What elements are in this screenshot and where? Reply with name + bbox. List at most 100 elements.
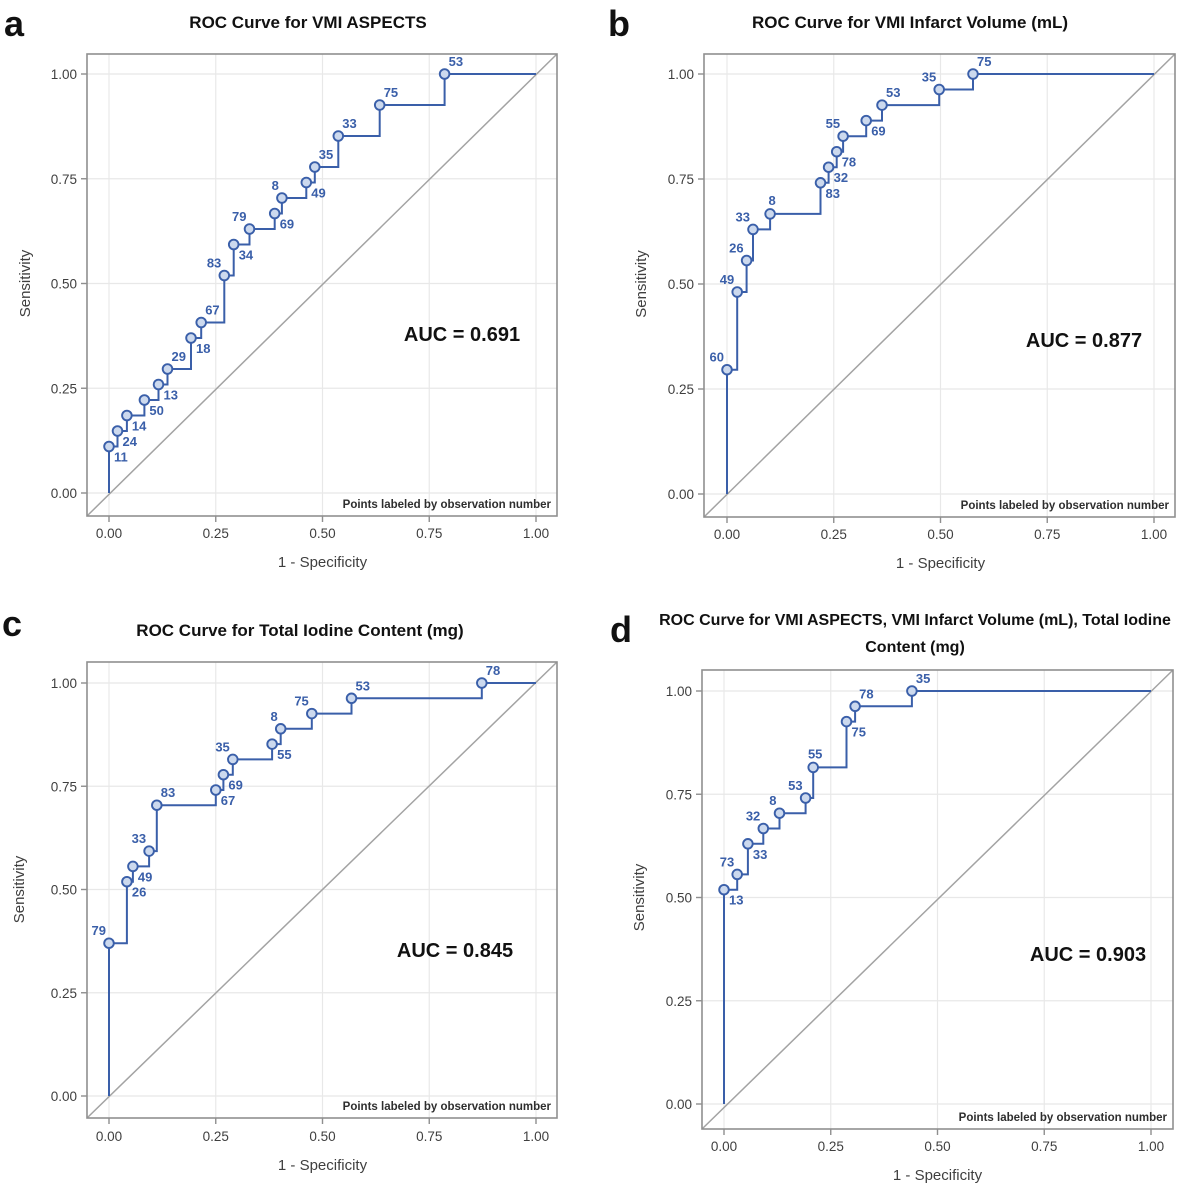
- roc-point-marker: [227, 238, 240, 251]
- roc-point-marker: [830, 145, 843, 158]
- x-tick-label: 1.00: [1141, 527, 1167, 542]
- roc-point-label: 69: [228, 778, 242, 793]
- roc-point-marker: [373, 99, 386, 111]
- roc-point-marker: [268, 207, 281, 220]
- roc-point-marker: [840, 715, 853, 728]
- roc-point-marker: [740, 254, 753, 267]
- roc-point-label: 60: [710, 350, 724, 365]
- x-axis-label: 1 - Specificity: [278, 1157, 368, 1174]
- roc-point-label: 53: [886, 85, 900, 100]
- x-tick-label: 0.00: [96, 1129, 122, 1144]
- roc-point-marker: [217, 768, 230, 781]
- y-tick-label: 0.75: [666, 787, 692, 802]
- roc-point-marker: [306, 707, 318, 720]
- diagonal-reference-line: [86, 53, 558, 517]
- roc-point-label: 83: [161, 785, 175, 800]
- y-tick-label: 0.50: [51, 883, 77, 898]
- roc-point-label: 49: [138, 869, 152, 884]
- roc-point-label: 13: [729, 893, 743, 908]
- roc-point-label: 35: [215, 739, 229, 754]
- auc-annotation: AUC = 0.903: [1030, 944, 1146, 966]
- roc-point-marker: [218, 269, 231, 282]
- y-tick-label: 0.25: [51, 381, 77, 396]
- auc-annotation: AUC = 0.691: [404, 324, 520, 346]
- roc-point-label: 75: [852, 725, 866, 740]
- points-footnote: Points labeled by observation number: [343, 1101, 552, 1113]
- roc-point-label: 14: [132, 419, 147, 434]
- roc-point-label: 26: [132, 885, 146, 900]
- roc-chart-c: c ROC Curve for Total Iodine Content (mg)…: [2, 603, 558, 1174]
- roc-point-label: 67: [205, 303, 219, 318]
- roc-point-label: 35: [319, 147, 333, 162]
- plot-frame: [703, 53, 1176, 518]
- roc-point-marker: [185, 332, 197, 344]
- y-tick-label: 0.50: [668, 277, 694, 292]
- y-axis-label: Sensitivity: [17, 249, 34, 317]
- roc-point-marker: [718, 883, 730, 896]
- roc-point-label: 32: [834, 170, 848, 185]
- roc-point-marker: [152, 378, 165, 391]
- panel-title: ROC Curve for VMI ASPECTS: [189, 13, 426, 32]
- panel-letter: a: [4, 3, 25, 44]
- roc-point-marker: [161, 363, 174, 375]
- roc-point-marker: [757, 822, 770, 835]
- auc-annotation: AUC = 0.845: [397, 940, 513, 962]
- x-tick-label: 0.00: [714, 527, 740, 542]
- y-tick-label: 0.75: [51, 779, 77, 794]
- points-footnote: Points labeled by observation number: [961, 500, 1170, 512]
- y-tick-label: 0.50: [666, 891, 692, 906]
- roc-point-label: 53: [356, 678, 370, 693]
- x-tick-label: 0.25: [203, 1129, 229, 1144]
- y-axis-label: Sensitivity: [11, 855, 28, 923]
- panel-letter: d: [610, 609, 632, 650]
- roc-point-label: 18: [196, 341, 210, 356]
- roc-point-marker: [151, 799, 163, 811]
- roc-point-label: 69: [871, 124, 885, 139]
- roc-point-marker: [742, 838, 754, 850]
- diagonal-reference-line: [86, 661, 558, 1119]
- roc-point-marker: [195, 316, 207, 329]
- roc-point-marker: [967, 68, 979, 80]
- roc-point-label: 33: [132, 831, 146, 846]
- roc-point-marker: [860, 114, 872, 127]
- y-tick-label: 0.00: [668, 487, 694, 502]
- roc-chart-d: d ROC Curve for VMI ASPECTS, VMI Infarct …: [610, 609, 1174, 1184]
- y-tick-label: 1.00: [51, 676, 77, 691]
- panel-title: ROC Curve for VMI Infarct Volume (mL): [752, 13, 1068, 32]
- roc-point-marker: [300, 176, 313, 189]
- panel-letter: b: [608, 3, 630, 44]
- roc-point-label: 53: [788, 778, 802, 793]
- roc-point-label: 79: [92, 923, 106, 938]
- roc-point-label: 83: [207, 256, 221, 271]
- y-tick-label: 1.00: [666, 684, 692, 699]
- y-axis-label: Sensitivity: [631, 863, 648, 931]
- roc-point-marker: [438, 68, 451, 80]
- roc-point-label: 83: [826, 186, 840, 201]
- roc-point-marker: [127, 860, 139, 873]
- roc-panel-b: b ROC Curve for VMI Infarct Volume (mL) 0.…: [600, 0, 1200, 595]
- x-tick-label: 0.25: [203, 526, 229, 541]
- roc-point-label: 8: [270, 709, 277, 724]
- roc-point-label: 13: [164, 388, 178, 403]
- x-tick-label: 0.00: [96, 526, 122, 541]
- roc-point-marker: [849, 700, 861, 713]
- roc-point-label: 73: [720, 854, 734, 869]
- roc-point-label: 78: [486, 663, 500, 678]
- roc-point-marker: [721, 363, 733, 376]
- x-tick-label: 0.75: [1034, 527, 1060, 542]
- roc-point-label: 11: [114, 450, 128, 465]
- roc-point-label: 78: [859, 686, 873, 701]
- roc-point-label: 67: [221, 793, 235, 808]
- roc-point-marker: [876, 99, 888, 111]
- panel-title: Content (mg): [865, 639, 965, 656]
- roc-point-marker: [103, 440, 115, 453]
- roc-point-label: 55: [826, 116, 840, 131]
- roc-point-marker: [103, 937, 115, 949]
- roc-point-marker: [933, 83, 945, 96]
- roc-point-label: 75: [294, 694, 308, 709]
- x-tick-label: 0.75: [416, 526, 442, 541]
- roc-point-label: 49: [720, 272, 734, 287]
- roc-panel-a: a ROC Curve for VMI ASPECTS 0.00 0.25 0.50 0.…: [0, 0, 600, 595]
- panel-title: ROC Curve for Total Iodine Content (mg): [136, 621, 463, 640]
